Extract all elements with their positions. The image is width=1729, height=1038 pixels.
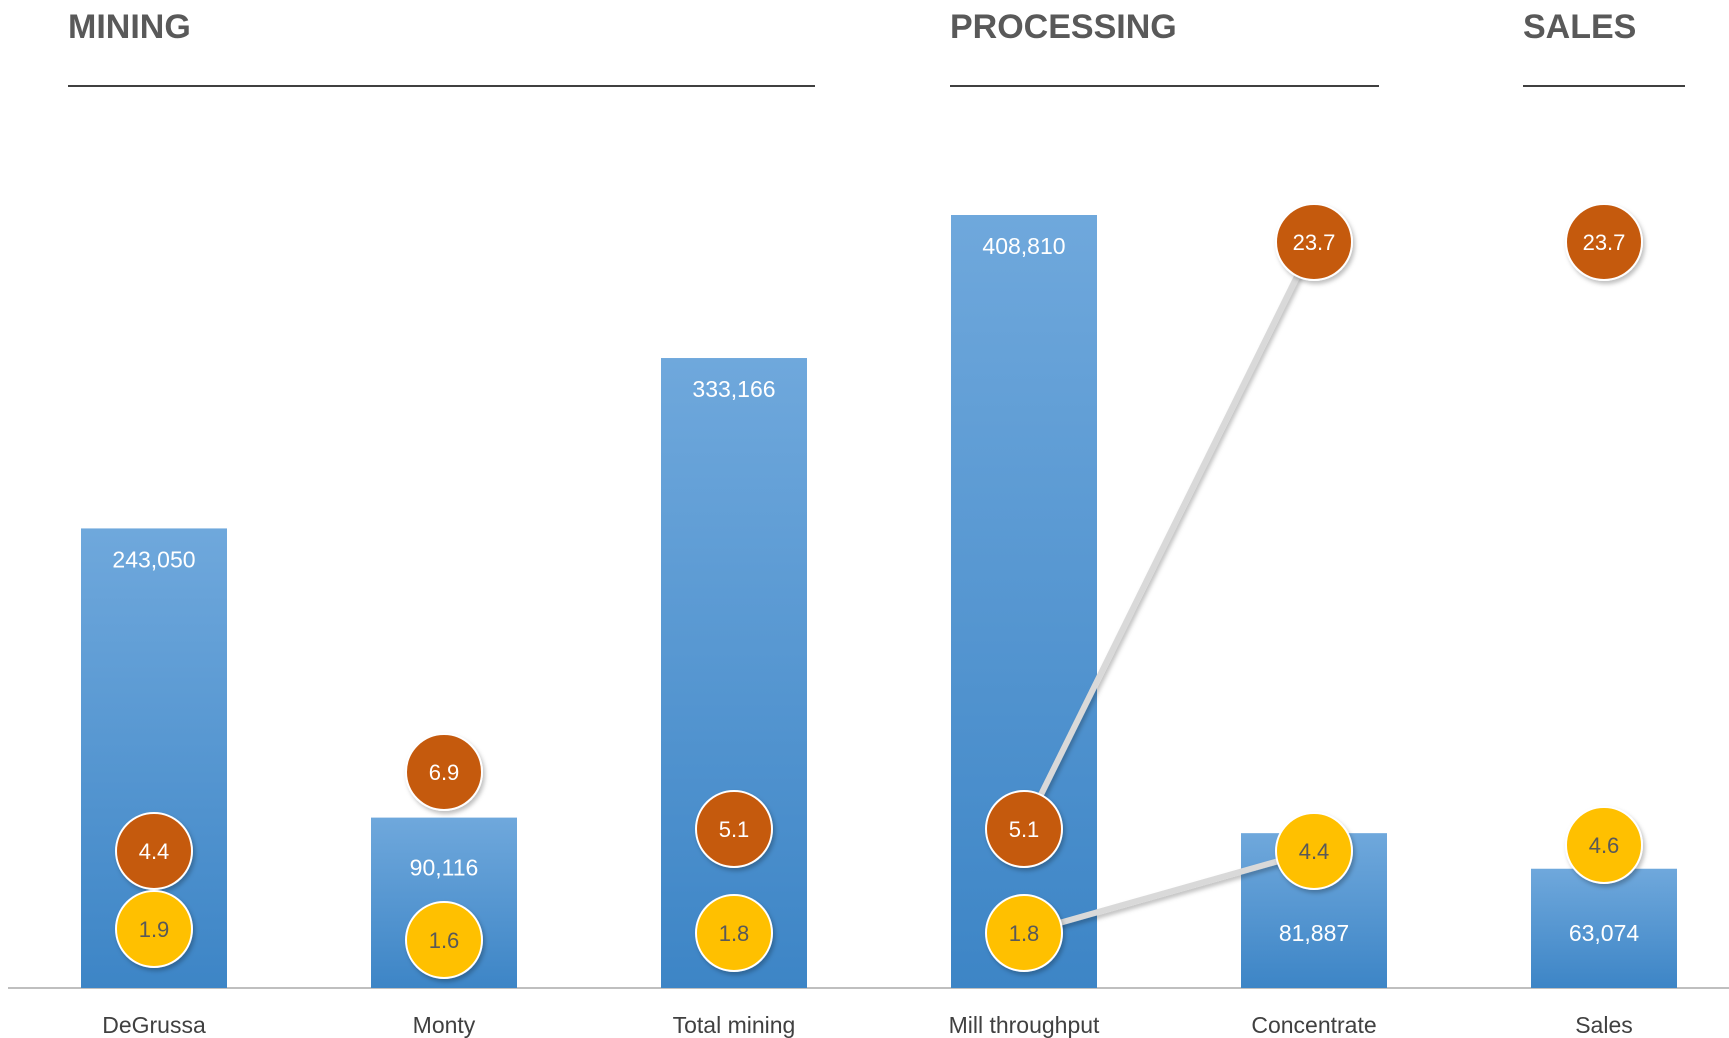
yellow-point-total-mining	[695, 894, 773, 972]
category-label-mill-throughput: Mill throughput	[949, 1012, 1100, 1038]
yellow-point-monty	[405, 901, 483, 979]
orange-point-degrussa	[115, 812, 193, 890]
bar-value-label-total-mining: 333,166	[692, 376, 775, 402]
bar-total-mining	[661, 358, 807, 989]
category-label-sales: Sales	[1575, 1012, 1633, 1038]
yellow-point-total-mining-label: 1.8	[719, 921, 750, 946]
orange-point-total-mining	[695, 790, 773, 868]
section-title-mining: MINING	[68, 8, 191, 46]
category-label-total-mining: Total mining	[673, 1012, 796, 1038]
bar-value-label-degrussa: 243,050	[112, 546, 195, 572]
yellow-point-degrussa	[115, 890, 193, 968]
section-title-sales: SALES	[1523, 8, 1636, 46]
orange-point-monty	[405, 733, 483, 811]
orange-point-mill-throughput	[985, 790, 1063, 868]
bar-value-label-sales: 63,074	[1569, 920, 1640, 946]
labels-layer: 243,050 DeGrussa 90,116 Monty 333,166 Total m…	[102, 233, 1639, 1038]
bar-mill-throughput	[951, 215, 1097, 988]
orange-point-monty-label: 6.9	[429, 760, 460, 785]
section-title-processing: PROCESSING	[950, 8, 1177, 46]
yellow-point-sales	[1565, 806, 1643, 884]
bar-value-label-concentrate: 81,887	[1279, 920, 1349, 946]
category-label-degrussa: DeGrussa	[102, 1012, 206, 1038]
yellow-series-connector	[1023, 848, 1315, 936]
orange-series-connector	[1021, 240, 1317, 831]
orange-point-mill-throughput-label: 5.1	[1009, 817, 1040, 842]
yellow-point-concentrate	[1275, 812, 1353, 890]
orange-point-total-mining-label: 5.1	[719, 817, 750, 842]
bubbles-layer: 4.4 1.9 6.9 1.6 5.1 1.8 5.1 1.8 23.7 4.4 23.7 4.6	[115, 203, 1643, 979]
orange-point-sales	[1565, 203, 1643, 281]
orange-point-degrussa-label: 4.4	[139, 839, 170, 864]
orange-point-sales-label: 23.7	[1583, 230, 1626, 255]
yellow-point-sales-label: 4.6	[1589, 833, 1620, 858]
yellow-point-mill-throughput	[985, 894, 1063, 972]
yellow-point-concentrate-label: 4.4	[1299, 839, 1330, 864]
yellow-point-mill-throughput-label: 1.8	[1009, 921, 1040, 946]
orange-point-concentrate	[1275, 203, 1353, 281]
bar-value-label-monty: 90,116	[410, 855, 479, 881]
category-label-monty: Monty	[413, 1012, 476, 1038]
bars-layer	[81, 215, 1677, 989]
yellow-point-monty-label: 1.6	[429, 928, 460, 953]
bar-value-label-mill-throughput: 408,810	[982, 233, 1065, 259]
yellow-point-degrussa-label: 1.9	[139, 917, 170, 942]
category-label-concentrate: Concentrate	[1251, 1012, 1376, 1038]
bar-sales	[1531, 868, 1677, 988]
orange-point-concentrate-label: 23.7	[1293, 230, 1336, 255]
connectors-layer	[1021, 240, 1317, 936]
